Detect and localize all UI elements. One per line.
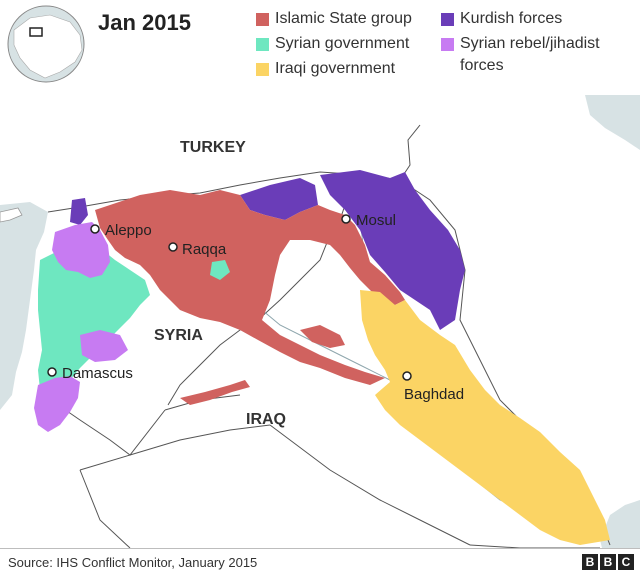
islamic-state-strip-2 <box>300 325 345 348</box>
city-mosul: Mosul <box>341 212 396 229</box>
legend-label-syrian-government: Syrian government <box>275 35 410 52</box>
city-baghdad: Baghdad <box>402 371 464 403</box>
footer: Source: IHS Conflict Monitor, January 20… <box>0 548 640 576</box>
bbc-logo: B B C <box>582 554 634 570</box>
city-label-baghdad: Baghdad <box>404 386 464 403</box>
iraqi-government-region <box>360 290 610 545</box>
map-title: Jan 2015 <box>98 10 191 35</box>
syrian-government-region <box>38 245 150 398</box>
city-damascus: Damascus <box>47 365 133 382</box>
city-label-mosul: Mosul <box>356 212 396 229</box>
kurdish-region <box>320 170 465 330</box>
islamic-state-strip <box>180 380 250 405</box>
legend-swatch-kurdish <box>441 13 454 26</box>
caspian-sea <box>585 95 640 150</box>
city-label-damascus: Damascus <box>62 365 133 382</box>
legend-label-kurdish: Kurdish forces <box>460 10 563 27</box>
rebel-region-north <box>52 222 110 278</box>
kurdish-region-afrin <box>70 198 88 225</box>
legend-swatch-islamic-state <box>256 13 269 26</box>
legend-label-rebels: Syrian rebel/jihadist <box>460 35 600 52</box>
label-turkey: TURKEY <box>180 139 246 156</box>
label-syria: SYRIA <box>154 327 203 344</box>
city-label-aleppo: Aleppo <box>105 222 152 239</box>
rebel-region-central <box>80 330 128 362</box>
legend-label-rebels-line2: forces <box>460 57 504 74</box>
mediterranean-sea <box>0 202 48 410</box>
logo-letter: C <box>618 554 634 570</box>
source-text: Source: IHS Conflict Monitor, January 20… <box>8 555 258 570</box>
locator-globe <box>7 5 85 83</box>
syrian-government-east <box>210 260 230 280</box>
city-raqqa: Raqqa <box>168 241 227 258</box>
locator-box <box>29 27 43 37</box>
kurdish-region-kobane <box>240 178 318 220</box>
cyprus-island <box>0 207 23 223</box>
city-label-raqqa: Raqqa <box>182 241 227 258</box>
islamic-state-region <box>95 190 405 385</box>
city-aleppo: Aleppo <box>90 222 152 239</box>
label-iraq: IRAQ <box>246 411 286 428</box>
legend-swatch-syrian-government <box>256 38 269 51</box>
legend-label-islamic-state: Islamic State group <box>275 10 412 27</box>
legend-swatch-iraqi-government <box>256 63 269 76</box>
legend-label-iraqi-government: Iraqi government <box>275 60 396 77</box>
logo-letter: B <box>582 554 598 570</box>
rebel-region-south <box>34 376 80 432</box>
legend-swatch-rebels <box>441 38 454 51</box>
logo-letter: B <box>600 554 616 570</box>
